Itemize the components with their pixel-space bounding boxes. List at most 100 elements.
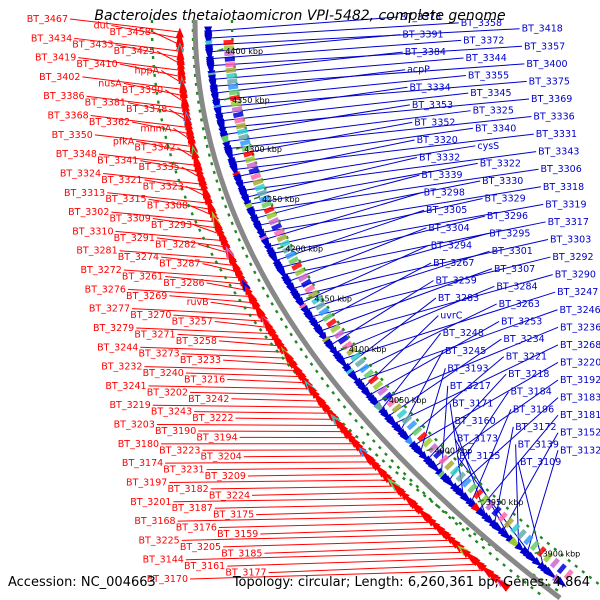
leader-line [206,282,248,291]
forward-gene-label: BT_3296 [487,211,528,222]
reverse-gene-label: BT_3219 [110,400,151,411]
leader-line [123,82,184,97]
leader-line [340,291,556,361]
leader-line [208,22,459,39]
feature-block [510,523,521,534]
leader-line [103,172,203,185]
leader-line [227,557,473,567]
forward-gene-label: BT_3245 [445,346,486,357]
leader-line [173,497,408,503]
leader-line [82,76,184,90]
forward-gene-label: cysS [477,141,499,152]
feature-block [326,318,337,328]
leader-line [214,69,406,94]
reverse-gene-label: BT_3287 [159,259,200,270]
gene-arrow [184,114,193,127]
reverse-gene-label: BT_3309 [110,214,151,225]
forward-gene-label: BT_3418 [522,24,563,35]
gene-arrow [176,53,185,66]
reverse-gene-label: BT_3419 [35,53,76,64]
tick-mark [534,550,541,555]
leader-line [223,359,294,365]
reverse-gene-label: BT_3310 [72,226,113,237]
forward-gene-label: BT_3357 [524,41,565,52]
reverse-gene-label: BT_3240 [143,368,184,379]
leader-line [115,44,181,59]
forward-gene-label: BT_3221 [506,352,547,363]
tick-mark [223,97,231,101]
reverse-gene-label: BT_3182 [167,484,208,495]
tick-label: 4400 kbp [225,47,263,56]
leader-line [156,237,227,248]
reverse-gene-label: BT_3175 [213,510,254,521]
reverse-gene-label: BT_3273 [138,349,179,360]
reverse-gene-label: BT_3271 [134,329,175,340]
feature-block [391,403,403,414]
feature-block [516,528,527,540]
forward-gene-label: BT_3336 [533,112,574,123]
feature-block [503,517,515,529]
leader-line [227,116,532,150]
reverse-gene-label: BT_3241 [105,381,146,392]
reverse-gene-label: BT_3350 [52,130,93,141]
leader-line [78,57,182,71]
reverse-gene-label: BT_3425 [114,46,155,57]
reverse-gene-label: BT_3342 [134,143,175,154]
feature-block [396,408,408,419]
feature-block [549,557,560,569]
leader-line [433,379,559,468]
leader-line [248,162,478,205]
leader-line [261,186,541,233]
feature-block [543,551,554,563]
tick-mark [253,196,261,200]
leader-line [380,332,442,410]
forward-gene-label: BT_3184 [511,387,552,398]
leader-line [230,121,413,157]
forward-gene-label: BT_3172 [515,422,556,433]
leader-line [119,250,232,260]
reverse-gene-label: BT_3390 [122,85,163,96]
forward-gene-label: BT_3192 [560,375,600,386]
leader-line [247,473,384,477]
tick-mark [477,499,485,503]
feature-block [234,116,245,124]
feature-block [333,329,345,340]
forward-gene-label: BT_3132 [560,445,600,456]
feature-block [227,83,239,91]
leader-line [181,353,289,359]
leader-line [156,424,341,426]
leader-line [222,98,530,129]
feature-block [225,61,236,68]
feature-block [300,278,312,288]
reverse-gene-label: BT_3269 [126,291,167,302]
forward-gene-label: BT_3171 [452,398,493,409]
leader-line [208,28,520,46]
forward-gene-label: uvrC [440,311,463,322]
feature-block [256,189,268,198]
forward-gene-label: BT_3345 [470,88,511,99]
leader-line [214,321,269,328]
feature-block [416,431,428,442]
topology-value: circular [297,575,346,590]
leader-line [140,160,200,173]
leader-line [374,326,559,403]
feature-block [367,374,379,385]
leader-line [448,391,509,482]
reverse-gene-label: BT_3362 [89,117,130,128]
feature-block [225,67,237,74]
tick-label: 4350 kbp [232,96,270,105]
feature-block [449,465,461,477]
reverse-gene-label: BT_3281 [76,246,117,257]
leader-line [387,338,502,418]
leader-line [111,211,216,223]
forward-gene-label: BT_3334 [409,82,450,93]
reverse-gene-label: BT_3224 [209,490,250,501]
reverse-gene-label: BT_3205 [180,542,221,553]
tick-label: 4000 kbp [435,447,473,456]
leader-line [232,127,474,164]
tick-mark [426,448,433,452]
reverse-gene-label: BT_3185 [221,548,262,559]
position-ticks: 4400 kbp 4350 kbp 4300 kbp 4250 kbp 4200 kbp… [217,47,580,558]
feature-block [276,233,288,243]
